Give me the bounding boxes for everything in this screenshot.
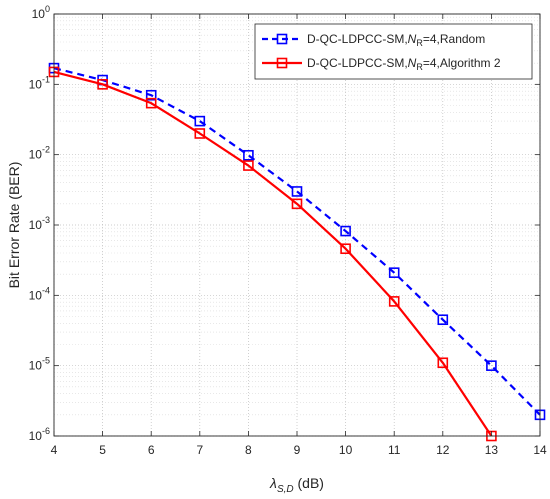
x-tick-label: 7: [196, 443, 203, 457]
legend-prefix-random: D-QC-LDPCC-SM,: [307, 32, 408, 46]
legend-symbol-algorithm2: N: [408, 56, 417, 70]
x-tick-label: 9: [294, 443, 301, 457]
series-line-1: [53, 70, 493, 437]
data-point-series0-7: [388, 267, 400, 278]
y-tick-label-exponent: -1: [42, 74, 50, 84]
y-tick-label: 10-2: [29, 145, 50, 162]
x-tick-label: 11: [388, 443, 401, 457]
data-point-series0-2: [145, 89, 157, 101]
data-point-series1-8: [437, 357, 449, 369]
legend-entry-algorithm2: D-QC-LDPCC-SM,NR=4,Algorithm 2: [262, 56, 501, 72]
y-tick-label: 10-1: [29, 74, 50, 91]
data-point-series1-1: [97, 79, 108, 90]
series-line-0: [53, 67, 541, 416]
x-tick-label: 8: [245, 443, 252, 457]
data-point-series1-7: [388, 296, 400, 307]
data-point-series0-6: [340, 225, 351, 237]
x-axis-label-symbol: λ: [269, 475, 277, 491]
y-tick-label-exponent: -5: [42, 356, 50, 366]
data-point-series0-8: [437, 314, 449, 326]
y-tick-label: 10-4: [29, 285, 50, 302]
data-point-series1-4: [243, 160, 254, 171]
x-axis-label-unit: (dB): [294, 475, 324, 491]
axes-layer: [53, 13, 541, 437]
legend-suffix-random: =4,Random: [423, 32, 485, 46]
legend-suffix-algorithm2: =4,Algorithm 2: [423, 56, 501, 70]
y-tick-label-exponent: -4: [42, 285, 50, 295]
y-tick-label-base: 10: [29, 148, 43, 162]
data-point-series1-3: [194, 128, 206, 139]
legend-label-algorithm2: D-QC-LDPCC-SM,NR=4,Algorithm 2: [307, 56, 501, 72]
y-tick-label-base: 10: [29, 218, 43, 232]
x-tick-label: 5: [99, 443, 106, 457]
data-point-series1-6: [340, 243, 351, 255]
y-axis-label: Bit Error Rate (BER): [6, 162, 22, 289]
x-tick-label: 12: [436, 443, 450, 457]
legend-prefix-algorithm2: D-QC-LDPCC-SM,: [307, 56, 408, 70]
data-point-series0-9: [486, 360, 497, 371]
y-tick-label-base: 10: [29, 77, 43, 91]
x-axis-label: λS,D (dB): [269, 475, 324, 495]
data-point-series0-4: [243, 149, 254, 161]
y-tick-label: 100: [32, 4, 50, 21]
legend-subscript-random: R: [416, 38, 423, 48]
x-tick-label: 4: [51, 443, 58, 457]
legend: D-QC-LDPCC-SM,NR=4,Random D-QC-LDPCC-SM,…: [254, 23, 533, 80]
legend-marker-random: [276, 33, 288, 45]
legend-box: [254, 23, 533, 80]
y-tick-label-base: 10: [29, 288, 43, 302]
x-axis-label-subscript: S,D: [277, 484, 294, 495]
legend-marker-algorithm2: [276, 57, 288, 69]
data-point-series1-2: [145, 97, 157, 109]
y-tick-label-exponent: -3: [42, 215, 50, 225]
y-tick-label-base: 10: [29, 359, 43, 373]
y-tick-label: 10-3: [29, 215, 50, 232]
y-tick-label-exponent: -6: [42, 426, 50, 436]
y-tick-label-exponent: 0: [45, 4, 50, 14]
x-tick-label: 6: [148, 443, 155, 457]
y-tick-label-exponent: -2: [42, 145, 50, 155]
data-point-series1-5: [291, 198, 303, 210]
x-tick-label: 13: [485, 443, 499, 457]
y-tick-label: 10-5: [29, 356, 50, 373]
legend-label-random: D-QC-LDPCC-SM,NR=4,Random: [307, 32, 485, 48]
x-tick-label: 14: [533, 443, 547, 457]
x-tick-label: 10: [339, 443, 353, 457]
data-point-series0-3: [194, 115, 206, 127]
legend-symbol-random: N: [408, 32, 417, 46]
legend-subscript-algorithm2: R: [416, 62, 423, 72]
y-tick-label-base: 10: [29, 429, 43, 443]
data-point-series0-5: [291, 186, 303, 197]
legend-entry-random: D-QC-LDPCC-SM,NR=4,Random: [262, 32, 485, 48]
ticks-layer: 4 5 6 7 8 9 10 11 12 13 1410-610-510-410-310-210-1…: [29, 4, 547, 457]
y-tick-label: 10-6: [29, 426, 50, 443]
y-tick-label-base: 10: [32, 7, 46, 21]
